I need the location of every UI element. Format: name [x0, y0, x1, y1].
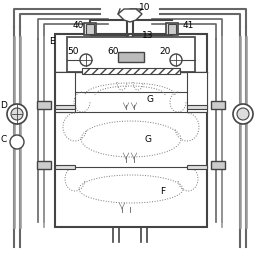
Bar: [55, 105, 75, 109]
Bar: [37, 101, 51, 109]
Text: D: D: [1, 100, 8, 109]
Bar: [168, 24, 176, 34]
Bar: [118, 52, 144, 62]
Circle shape: [170, 54, 182, 66]
Bar: [166, 23, 178, 35]
Text: 20: 20: [159, 48, 171, 57]
Text: C: C: [1, 135, 7, 144]
Text: 50: 50: [67, 48, 79, 57]
Bar: [187, 105, 207, 109]
Circle shape: [11, 108, 23, 120]
Text: 10: 10: [139, 4, 151, 13]
Bar: [55, 34, 207, 227]
Bar: [211, 161, 225, 169]
Circle shape: [7, 104, 27, 124]
Text: G: G: [145, 134, 152, 143]
Bar: [187, 165, 207, 169]
Bar: [67, 37, 195, 72]
Bar: [55, 165, 75, 169]
Text: 13: 13: [142, 31, 154, 40]
Text: 40: 40: [72, 21, 84, 30]
Bar: [55, 72, 75, 112]
Text: F: F: [160, 188, 166, 197]
Text: E: E: [49, 38, 55, 47]
Polygon shape: [118, 9, 142, 22]
Bar: [37, 161, 51, 169]
Text: 60: 60: [107, 48, 119, 57]
Circle shape: [233, 104, 253, 124]
Text: G: G: [146, 96, 153, 105]
Bar: [82, 68, 180, 74]
Bar: [211, 101, 225, 109]
Bar: [187, 72, 207, 112]
Bar: [86, 24, 94, 34]
Circle shape: [237, 108, 249, 120]
Bar: [84, 23, 96, 35]
Circle shape: [80, 54, 92, 66]
Circle shape: [10, 135, 24, 149]
Text: 41: 41: [182, 21, 194, 30]
